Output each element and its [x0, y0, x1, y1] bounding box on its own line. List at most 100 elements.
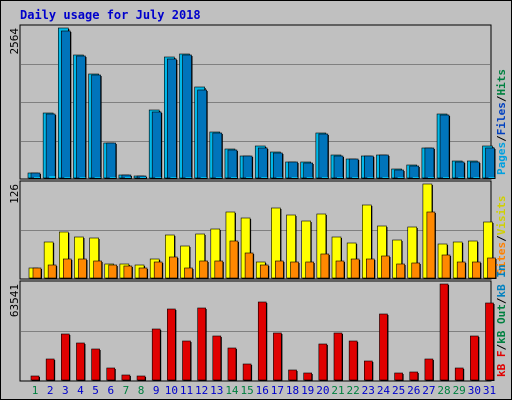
x-tick-label-day-28: 28 — [437, 384, 450, 397]
pages-bar-day-17 — [276, 177, 283, 178]
legend-kbout: kB Out — [495, 304, 508, 344]
pages-bar-day-26 — [412, 177, 419, 178]
x-tick-label-day-18: 18 — [286, 384, 299, 397]
x-tick-label-day-11: 11 — [180, 384, 193, 397]
pages-bar-day-24 — [382, 177, 389, 178]
kbytes-bar-day-9 — [151, 328, 161, 381]
kbytes-bar-day-15 — [242, 363, 252, 381]
files-bar-day-4 — [76, 55, 86, 179]
sites-bar-day-2 — [47, 264, 57, 279]
pages-bar-day-29 — [458, 177, 465, 178]
sites-bar-day-11 — [184, 267, 193, 279]
x-tick-label-day-1: 1 — [32, 384, 39, 397]
legend-pages: Pages — [495, 142, 508, 175]
pages-bar-day-20 — [321, 177, 328, 178]
legend-separator: / — [495, 95, 508, 102]
pages-bar-day-30 — [473, 177, 480, 178]
x-tick-label-day-6: 6 — [107, 384, 114, 397]
sites-bar-day-12 — [199, 260, 208, 279]
sites-bar-day-19 — [305, 261, 315, 279]
x-tick-label-day-9: 9 — [153, 384, 160, 397]
sites-bar-day-15 — [244, 252, 254, 279]
files-bar-day-11 — [182, 54, 192, 179]
x-tick-label-day-12: 12 — [195, 384, 208, 397]
x-tick-label-day-4: 4 — [77, 384, 84, 397]
sites-bar-day-3 — [62, 258, 72, 279]
kbytes-bar-day-17 — [273, 332, 282, 381]
sites-bar-day-29 — [456, 261, 466, 279]
legend-separator: / — [495, 297, 508, 304]
x-tick-label-day-19: 19 — [301, 384, 314, 397]
files-bar-day-24 — [379, 154, 389, 179]
panel-2-ymax-label: 126 — [8, 184, 21, 204]
legend-visits: Visits — [495, 196, 508, 236]
x-tick-label-day-13: 13 — [210, 384, 223, 397]
sites-bar-day-20 — [320, 253, 330, 279]
pages-bar-day-15 — [246, 177, 253, 178]
kbytes-bar-day-29 — [454, 367, 464, 381]
sites-bar-day-25 — [396, 263, 405, 279]
pages-bar-day-11 — [185, 177, 192, 178]
pages-bar-day-18 — [291, 177, 298, 178]
sites-bar-day-4 — [78, 258, 87, 279]
files-bar-day-12 — [197, 89, 207, 179]
legend-kbin: kB In — [495, 264, 508, 297]
kbytes-bar-day-11 — [182, 340, 191, 381]
files-bar-day-28 — [439, 114, 450, 179]
kbytes-bar-day-22 — [348, 340, 358, 381]
x-tick-label-day-10: 10 — [165, 384, 178, 397]
sites-bar-day-13 — [214, 260, 224, 279]
x-tick-label-day-26: 26 — [407, 384, 420, 397]
sites-bar-day-26 — [411, 262, 421, 279]
kbytes-bar-day-1 — [30, 375, 40, 381]
pages-bar-day-3 — [64, 177, 71, 178]
sites-bar-day-16 — [259, 264, 269, 279]
pages-bar-day-22 — [352, 177, 359, 178]
panel-1-ymax-label: 2564 — [8, 28, 21, 55]
files-bar-day-10 — [167, 58, 177, 179]
files-bar-day-22 — [348, 158, 359, 179]
x-tick-label-day-5: 5 — [92, 384, 99, 397]
kbytes-bar-day-25 — [394, 372, 403, 381]
pages-bar-day-28 — [443, 177, 450, 178]
kbytes-bar-day-23 — [363, 360, 373, 381]
x-tick-label-day-8: 8 — [138, 384, 145, 397]
files-bar-day-17 — [273, 152, 283, 179]
sites-bar-day-8 — [138, 267, 148, 279]
sites-bar-day-28 — [441, 254, 451, 279]
x-tick-label-day-21: 21 — [331, 384, 344, 397]
panel-3-legend: kB F/kB Out/kB In — [495, 264, 508, 377]
kbytes-bar-day-3 — [60, 333, 70, 381]
kbytes-bar-day-7 — [121, 374, 131, 381]
legend-kbf: kB F — [495, 351, 508, 378]
sites-bar-day-31 — [487, 257, 496, 279]
kbytes-bar-day-31 — [485, 302, 494, 381]
sites-bar-day-9 — [153, 261, 163, 279]
kbytes-bar-day-24 — [379, 313, 388, 381]
pages-bar-day-4 — [79, 177, 86, 178]
pages-bar-day-7 — [124, 177, 131, 178]
kbytes-bar-day-13 — [212, 335, 222, 381]
panel-3-ymax-label: 63541 — [8, 284, 21, 317]
x-tick-label-day-17: 17 — [271, 384, 284, 397]
pages-bar-day-14 — [230, 177, 237, 178]
x-tick-label-day-30: 30 — [468, 384, 481, 397]
pages-bar-day-9 — [155, 177, 162, 178]
pages-bar-day-21 — [337, 177, 343, 178]
pages-bar-day-13 — [215, 177, 222, 178]
pages-bar-day-1 — [34, 177, 40, 178]
files-bar-day-6 — [106, 142, 117, 179]
files-bar-day-31 — [485, 147, 495, 179]
legend-files: Files — [495, 102, 508, 135]
panel-1-legend: Pages/Files/Hits — [495, 69, 508, 175]
sites-bar-day-1 — [32, 267, 42, 279]
x-tick-label-day-31: 31 — [483, 384, 496, 397]
kbytes-bar-day-21 — [333, 332, 343, 381]
x-tick-label-day-24: 24 — [377, 384, 391, 397]
x-tick-label-day-23: 23 — [362, 384, 375, 397]
files-bar-day-13 — [212, 132, 223, 179]
files-bar-day-26 — [409, 165, 420, 179]
pages-bar-day-16 — [261, 177, 268, 178]
pages-bar-day-2 — [49, 176, 56, 178]
